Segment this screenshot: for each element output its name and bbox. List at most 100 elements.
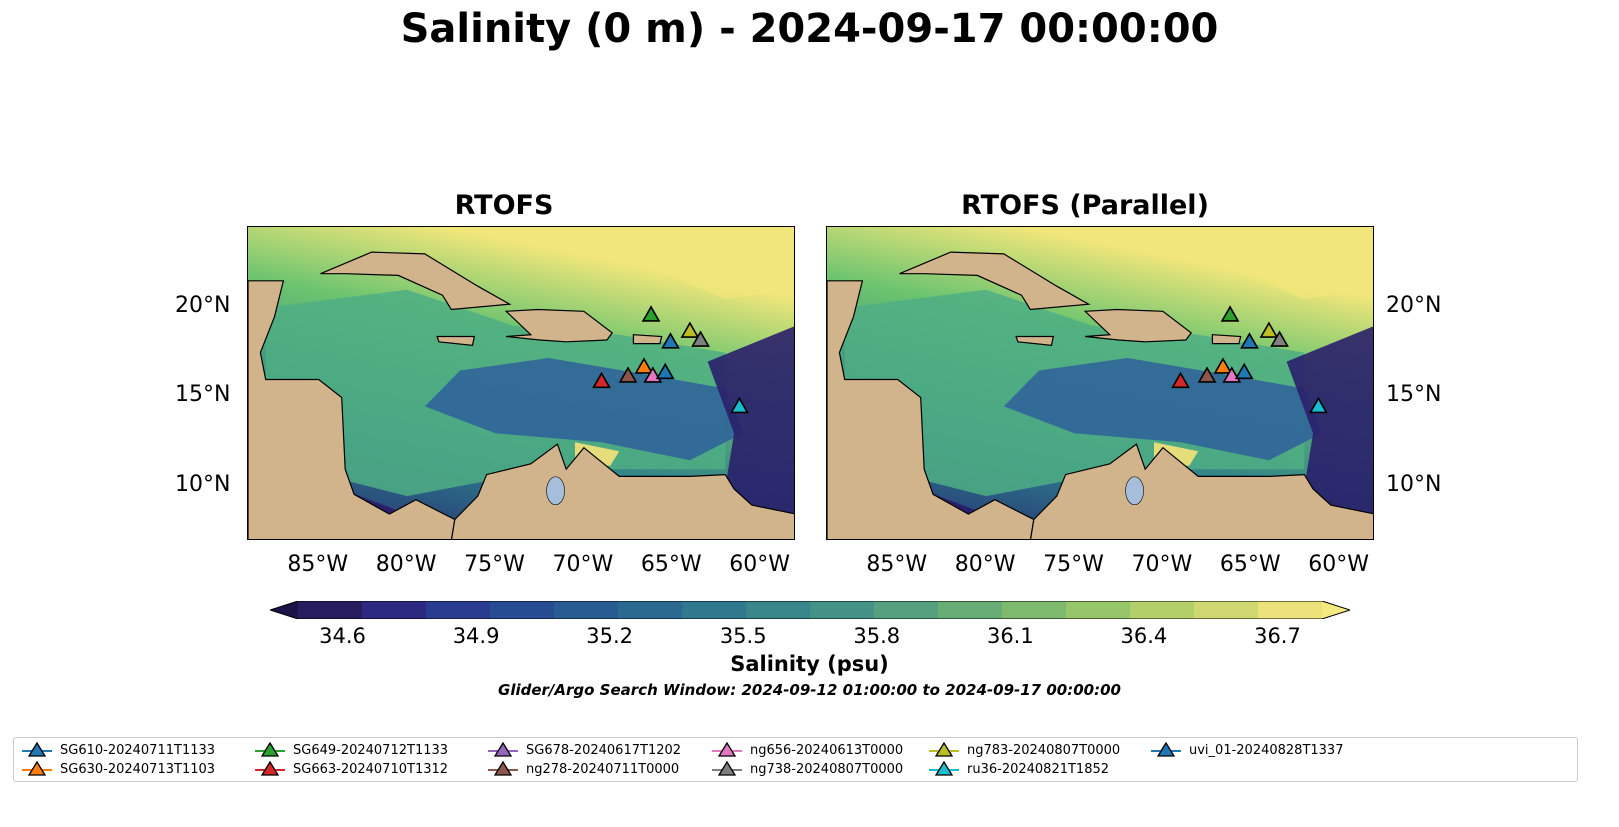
legend-triangle-icon — [255, 742, 285, 757]
legend-entry: ng278-20240711T0000 — [488, 761, 679, 777]
low-salinity-core — [424, 358, 743, 461]
colorbar-tick-label: 36.4 — [1120, 624, 1168, 648]
colorbar-tick-label: 36.1 — [986, 624, 1034, 648]
jamaica-land — [1015, 335, 1055, 347]
south-america-land — [1030, 443, 1373, 539]
cuba-land — [320, 251, 512, 311]
legend-label: ng278-20240711T0000 — [526, 761, 680, 777]
cuba-land — [899, 251, 1091, 311]
lon-tick-label: 70°W — [1131, 552, 1193, 577]
colorbar-segment — [362, 601, 427, 619]
glider-marker — [661, 332, 680, 349]
colorbar-segment — [1194, 601, 1259, 619]
colorbar-tick-label: 34.9 — [452, 624, 500, 648]
legend-label: ru36-20240821T1852 — [967, 761, 1110, 777]
colorbar-tick-label: 35.2 — [586, 624, 634, 648]
legend-label: ng738-20240807T0000 — [750, 761, 904, 777]
legend-triangle-icon — [488, 742, 518, 757]
legend-triangle-icon — [712, 761, 742, 776]
glider-marker — [1171, 371, 1190, 389]
legend-triangle-icon — [929, 742, 959, 757]
low-salinity-core — [1003, 358, 1322, 461]
glider-marker — [1270, 330, 1289, 347]
hispaniola-land — [1083, 308, 1193, 343]
colorbar-segment — [874, 601, 939, 619]
colorbar — [270, 601, 1350, 619]
lon-tick-label: 70°W — [552, 552, 614, 577]
legend-triangle-icon — [1151, 742, 1181, 757]
glider-marker — [1240, 332, 1259, 349]
glider-marker — [1220, 305, 1240, 322]
legend-entry: SG630-20240713T1103 — [22, 761, 215, 777]
legend-triangle-icon — [929, 761, 959, 776]
colorbar-segment — [490, 601, 555, 619]
colorbar-segment — [554, 601, 619, 619]
legend-entry: ru36-20240821T1852 — [929, 761, 1109, 777]
colorbar-segment — [1258, 601, 1323, 619]
lon-tick-label: 85°W — [866, 552, 928, 577]
glider-marker — [1213, 357, 1233, 374]
glider-marker — [1234, 362, 1254, 380]
puerto-rico-land — [1211, 334, 1242, 345]
colorbar-segment — [426, 601, 491, 619]
glider-marker — [618, 366, 638, 383]
lake-maracaibo — [546, 476, 565, 506]
legend-entry: SG649-20240712T1133 — [255, 742, 448, 758]
legend-entry: SG610-20240711T1133 — [22, 742, 215, 758]
colorbar-segment — [1066, 601, 1131, 619]
glider-marker — [1259, 321, 1279, 338]
search-window-note: Glider/Argo Search Window: 2024-09-12 01… — [498, 681, 1121, 699]
colorbar-segment — [1002, 601, 1067, 619]
lake-maracaibo — [1125, 476, 1144, 506]
figure-title: Salinity (0 m) - 2024-09-17 00:00:00 — [400, 6, 1219, 52]
central-america-land — [827, 280, 1035, 539]
lat-tick-label: 15°N — [1386, 382, 1442, 408]
legend-label: ng783-20240807T0000 — [967, 742, 1121, 758]
legend-label: ng656-20240613T0000 — [750, 742, 904, 758]
lon-tick-label: 60°W — [729, 552, 791, 577]
legend-label: SG649-20240712T1133 — [293, 742, 449, 758]
glider-marker — [634, 357, 654, 374]
map-panel-rtofs-parallel — [826, 226, 1374, 540]
panel-title-rtofs: RTOFS — [454, 190, 554, 221]
colorbar-extend-high — [1322, 601, 1350, 619]
lat-tick-label: 20°N — [175, 292, 231, 318]
legend-triangle-icon — [712, 742, 742, 757]
glider-marker — [1197, 366, 1217, 383]
colorbar-segment — [746, 601, 811, 619]
lon-tick-label: 60°W — [1308, 552, 1370, 577]
puerto-rico-land — [632, 334, 663, 345]
panel-title-rtofs-parallel: RTOFS (Parallel) — [961, 190, 1209, 221]
colorbar-tick-label: 36.7 — [1254, 624, 1301, 648]
lon-tick-label: 75°W — [1043, 552, 1104, 577]
colorbar-label: Salinity (psu) — [730, 652, 889, 676]
colorbar-tick-label: 34.6 — [319, 624, 366, 648]
colorbar-extend-low — [270, 601, 298, 619]
legend-label: SG678-20240617T1202 — [526, 742, 682, 758]
legend-entry: SG678-20240617T1202 — [488, 742, 681, 758]
high-salinity-north — [1127, 227, 1373, 299]
legend-triangle-icon — [22, 742, 52, 757]
colorbar-tick-label: 35.5 — [719, 624, 767, 648]
lat-tick-label: 20°N — [1386, 292, 1442, 318]
colorbar-segment — [682, 601, 747, 619]
central-america-land — [248, 280, 456, 539]
lon-tick-label: 80°W — [954, 552, 1016, 577]
lat-tick-label: 10°N — [175, 472, 231, 498]
south-america-land — [451, 443, 794, 539]
hispaniola-land — [504, 308, 614, 343]
legend-entry: uvi_01-20240828T1337 — [1151, 742, 1343, 758]
glider-marker — [592, 371, 611, 389]
legend-triangle-icon — [22, 761, 52, 776]
legend-triangle-icon — [488, 761, 518, 776]
glider-marker — [691, 330, 710, 347]
glider-marker — [655, 362, 675, 380]
lon-tick-label: 65°W — [1219, 552, 1281, 577]
map-panel-rtofs — [247, 226, 795, 540]
colorbar-segment — [938, 601, 1003, 619]
colorbar-segment — [1130, 601, 1195, 619]
glider-marker — [1309, 396, 1328, 414]
colorbar-segment — [618, 601, 683, 619]
legend-entry: ng656-20240613T0000 — [712, 742, 903, 758]
lat-tick-label: 10°N — [1386, 472, 1442, 498]
